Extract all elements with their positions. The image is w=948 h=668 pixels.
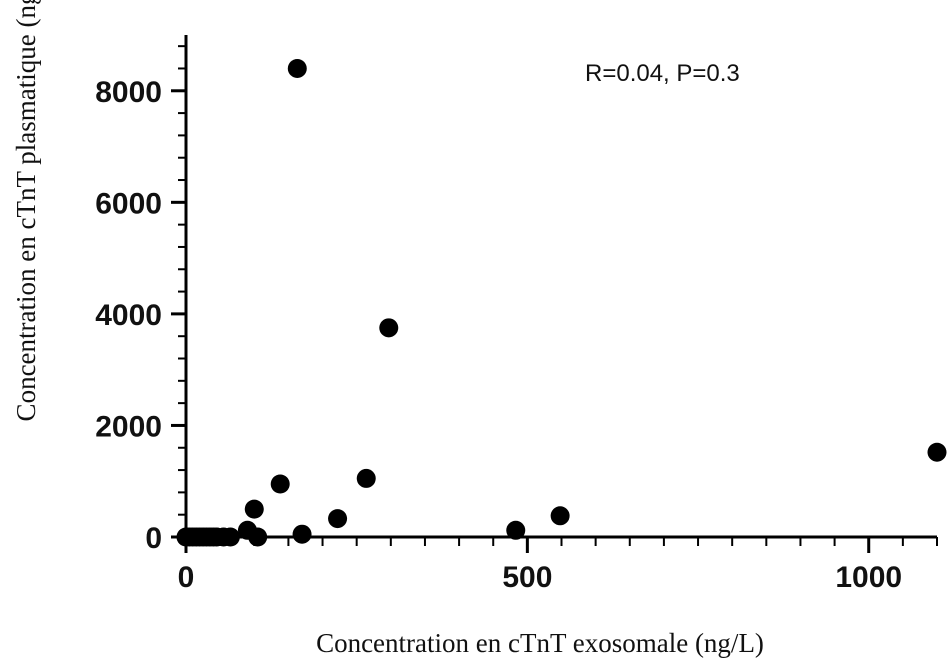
data-point	[356, 468, 376, 488]
data-point	[379, 318, 399, 338]
data-point	[270, 474, 290, 494]
x-tick-label: 500	[502, 561, 552, 594]
y-axis-title: Concentration en cTnT plasmatique (ng/L)	[11, 0, 41, 421]
data-point	[287, 58, 307, 78]
data-point	[328, 509, 348, 529]
correlation-annotation: R=0.04, P=0.3	[585, 60, 740, 87]
y-tick-label: 0	[145, 522, 162, 555]
y-tick-label: 6000	[95, 187, 162, 220]
y-tick-label: 2000	[95, 410, 162, 443]
x-axis-title: Concentration en cTnT exosomale (ng/L)	[316, 628, 764, 658]
y-tick-label: 8000	[95, 76, 162, 109]
data-point	[927, 442, 947, 462]
x-tick-label: 1000	[835, 561, 902, 594]
data-point	[220, 527, 240, 547]
data-point	[292, 524, 312, 544]
points-layer	[176, 58, 947, 547]
x-tick-label: 0	[178, 561, 195, 594]
y-tick-label: 4000	[95, 299, 162, 332]
tick-labels-layer: 0 500 1000 0 2000 4000 6000 8000	[95, 76, 902, 594]
data-point	[244, 499, 264, 519]
data-point	[248, 527, 268, 547]
data-point	[506, 520, 526, 540]
data-point	[550, 506, 570, 526]
